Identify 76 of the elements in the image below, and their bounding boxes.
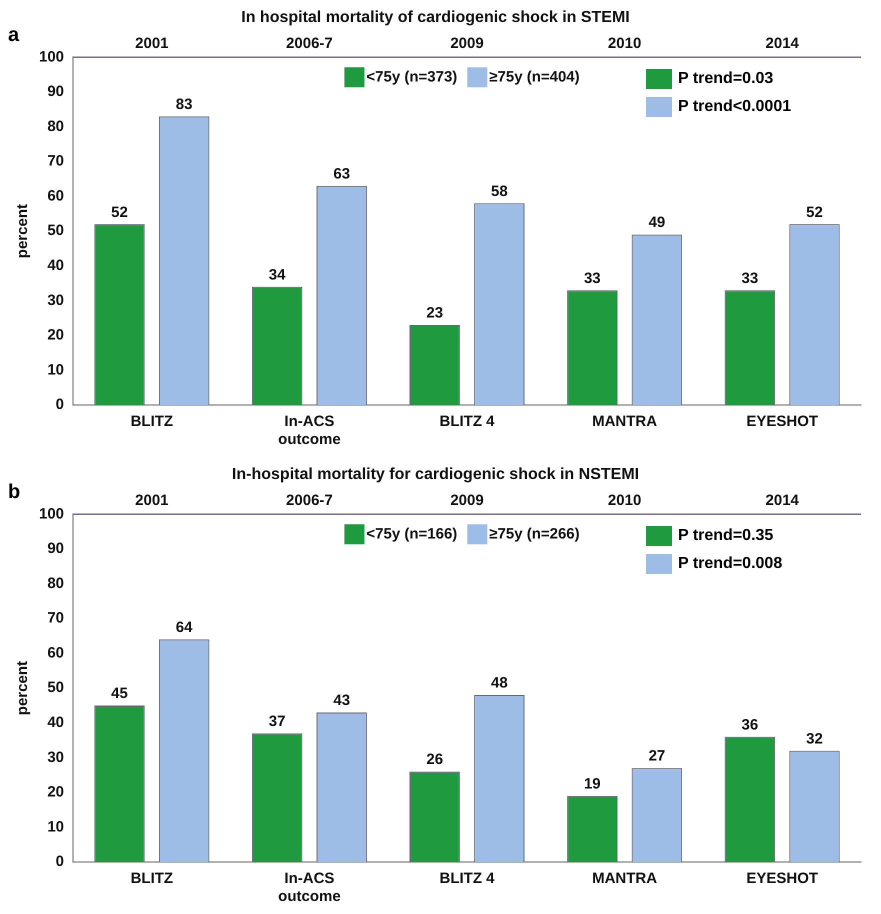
text: 2001 (135, 34, 169, 52)
x-tick-label: BLITZ (130, 870, 174, 888)
y-tick-label: 60 (47, 644, 64, 662)
text: 2006-7 (286, 34, 333, 52)
y-tick-label: 80 (47, 118, 64, 135)
x-tick-label: In-ACS outcome (278, 413, 341, 448)
y-tick-label: 30 (47, 748, 64, 766)
y-tick-label: 70 (47, 610, 64, 627)
y-tick-label: 40 (47, 714, 64, 732)
y-tick-label: 50 (47, 222, 64, 240)
data-label: 33 (584, 270, 601, 287)
legend-label: <75y (n=373) (366, 68, 458, 86)
data-label: 23 (426, 304, 444, 322)
y-tick-label: 10 (47, 361, 64, 378)
data-label: 49 (648, 214, 666, 232)
annotation: P trend<0.0001 (678, 98, 792, 116)
data-label: 64 (176, 619, 194, 636)
data-label: 45 (111, 685, 128, 702)
data-label: 37 (268, 712, 286, 730)
x-tick-label: MANTRA (592, 870, 658, 888)
text: b (8, 481, 20, 504)
y-tick-label: 90 (47, 540, 64, 558)
text: 2010 (608, 492, 642, 509)
data-label: 52 (806, 204, 823, 221)
y-tick-label: 40 (47, 257, 64, 274)
data-label: 32 (806, 730, 823, 748)
y-tick-label: 30 (47, 292, 64, 309)
data-label: 48 (490, 674, 508, 692)
y-tick-label: 20 (47, 784, 64, 801)
y-axis-title: percent (14, 204, 32, 258)
data-label: 36 (742, 716, 758, 734)
y-tick-label: 0 (56, 396, 64, 414)
annotation: P trend=0.008 (678, 555, 782, 574)
data-label: 19 (584, 776, 601, 793)
y-tick-label: 90 (47, 83, 64, 100)
data-label: 43 (333, 692, 350, 710)
text: 2001 (135, 492, 169, 509)
data-label: 33 (742, 270, 758, 287)
y-tick-label: 100 (38, 48, 64, 66)
y-tick-label: 80 (47, 574, 64, 592)
chart-title: In-hospital mortality for cardiogenic shock in NSTEMI (232, 466, 640, 484)
legend-label: ≥75y (n=266) (489, 525, 580, 542)
y-axis-title: percent (14, 661, 32, 716)
text: 2009 (450, 34, 484, 52)
text: 2014 (766, 492, 800, 509)
data-label: 83 (176, 96, 192, 113)
text: 2009 (450, 492, 484, 509)
data-label: 52 (111, 204, 128, 221)
x-tick-label: BLITZ (130, 413, 174, 430)
chart-title: In hospital mortality of cardiogenic shock in STEMI (241, 9, 630, 26)
text: a (8, 24, 20, 47)
text: 2006-7 (286, 492, 333, 509)
y-tick-label: 100 (38, 505, 64, 522)
y-tick-label: 50 (47, 679, 64, 696)
data-label: 34 (268, 266, 286, 284)
legend-label: <75y (n=166) (366, 525, 458, 542)
data-label: 27 (648, 748, 666, 765)
x-tick-label: BLITZ 4 (440, 870, 496, 888)
data-label: 63 (333, 166, 350, 183)
y-tick-label: 10 (47, 818, 64, 836)
annotation: P trend=0.03 (678, 70, 774, 88)
y-tick-label: 0 (56, 853, 64, 870)
x-tick-label: In-ACS outcome (278, 870, 341, 906)
x-tick-label: MANTRA (592, 413, 658, 430)
x-tick-label: EYESHOT (746, 413, 818, 430)
text: 2010 (608, 34, 642, 52)
data-label: 26 (426, 751, 444, 768)
y-tick-label: 20 (47, 326, 64, 344)
annotation: P trend=0.35 (678, 527, 774, 546)
y-tick-label: 60 (47, 187, 64, 204)
data-label: 58 (490, 182, 508, 200)
y-tick-label: 70 (47, 152, 64, 170)
x-tick-label: EYESHOT (746, 870, 818, 888)
legend-label: ≥75y (n=404) (489, 68, 580, 86)
x-tick-label: BLITZ 4 (440, 413, 496, 430)
text: 2014 (766, 34, 800, 52)
